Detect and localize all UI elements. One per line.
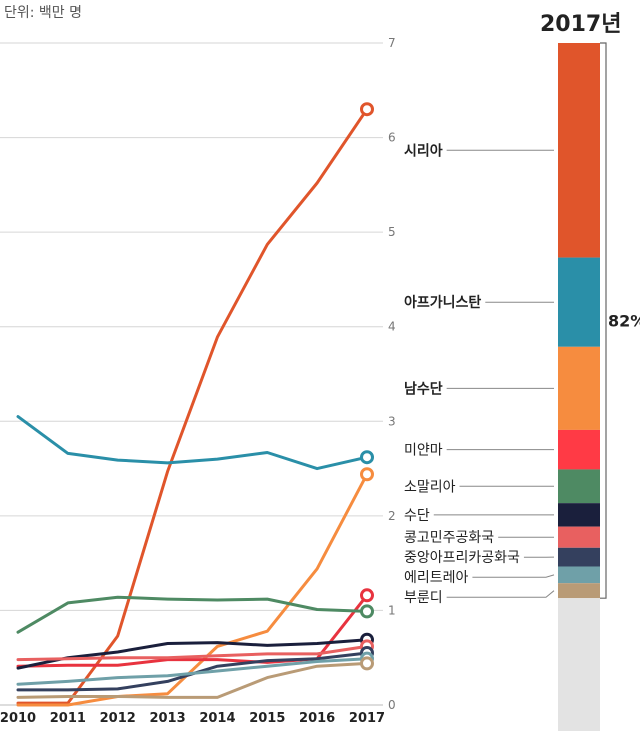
series-end-marker [360, 588, 374, 603]
bar-segment [558, 503, 600, 527]
bar-segment [558, 429, 600, 470]
bar-segment [558, 566, 600, 584]
bar-segment [558, 583, 600, 599]
bar-segment [558, 257, 600, 347]
unit-label: 단위: 백만 명 [4, 5, 83, 21]
leader-line [446, 590, 555, 598]
bar-category-label: 아프가니스탄 [404, 294, 481, 311]
series-end-marker [360, 102, 374, 117]
bar-segment [558, 346, 600, 430]
bar-segment [558, 526, 600, 548]
bar-category-label: 부룬디 [404, 590, 443, 606]
y-tick-label: 6 [388, 131, 396, 145]
series-line [16, 657, 369, 686]
bar-category-label: 남수단 [404, 380, 443, 397]
series-end-marker [360, 450, 374, 465]
series-end-marker [360, 656, 374, 671]
x-tick-label: 2017 [349, 711, 385, 726]
line-end-markers [360, 102, 374, 671]
bar-category-label: 수단 [404, 508, 430, 524]
bar-category-label: 소말리아 [404, 479, 456, 495]
bracket-label: 82% [608, 312, 640, 331]
series-line [16, 107, 369, 705]
bar-segment [558, 469, 600, 504]
bar-segment [558, 43, 600, 258]
bar-segment [558, 598, 600, 731]
leader-line [472, 574, 555, 578]
y-tick-label: 2 [388, 509, 396, 523]
y-tick-label: 3 [388, 414, 396, 428]
bar-category-label: 미얀마 [404, 443, 443, 459]
x-tick-label: 2014 [199, 711, 235, 726]
stacked-bar [558, 43, 600, 731]
y-tick-label: 4 [388, 320, 396, 334]
series-line [16, 661, 369, 699]
y-tick-label: 1 [388, 603, 396, 617]
bar-category-label: 에리트레아 [404, 570, 469, 586]
x-tick-label: 2015 [249, 711, 285, 726]
x-tick-label: 2016 [299, 711, 335, 726]
x-tick-label: 2012 [100, 711, 136, 726]
bar-category-label: 중앙아프리카공화국 [404, 550, 520, 566]
grid-layer: 0 1 2 3 4 5 6 7 [0, 36, 396, 712]
series-line [16, 415, 369, 471]
series-end-marker [360, 604, 374, 619]
bar-segment [558, 547, 600, 567]
x-axis-ticks: 2010 2011 2012 2013 2014 2015 2016 2017 [0, 711, 385, 726]
x-tick-label: 2010 [0, 711, 36, 726]
y-tick-label: 7 [388, 36, 396, 50]
y-tick-label: 5 [388, 225, 396, 239]
y-tick-label: 0 [388, 698, 396, 712]
bracket-group: 82% [600, 42, 640, 599]
x-tick-label: 2011 [50, 711, 86, 726]
series-end-marker [360, 467, 374, 482]
bar-category-labels: 시리아아프가니스탄남수단미얀마소말리아수단콩고민주공화국중앙아프리카공화국에리트… [404, 142, 555, 606]
line-chart [16, 107, 369, 707]
bar-category-label: 콩고민주공화국 [404, 530, 494, 546]
bracket-line [600, 42, 607, 599]
series-line [16, 472, 369, 707]
series-line [16, 644, 369, 662]
series-line [16, 595, 369, 634]
bar-category-label: 시리아 [404, 142, 443, 159]
series-line [16, 638, 369, 670]
stacked-bar-title: 2017년 [540, 12, 622, 37]
x-tick-label: 2013 [149, 711, 185, 726]
